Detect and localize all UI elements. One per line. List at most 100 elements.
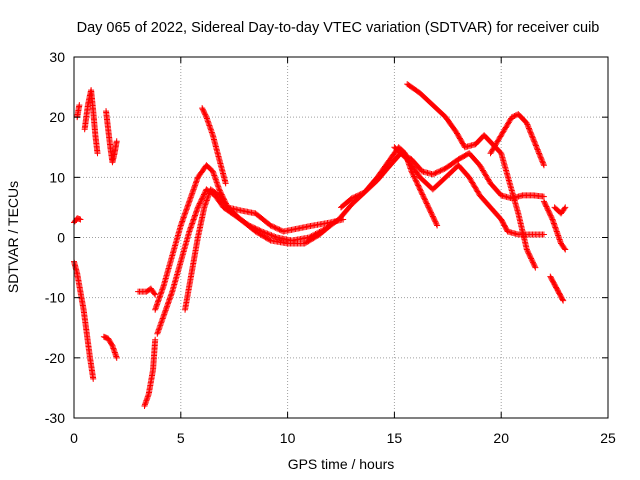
data-point [357,191,364,198]
data-point [528,132,535,139]
chart-title: Day 065 of 2022, Sidereal Day-to-day VTE… [77,20,600,36]
y-tick-label: -10 [45,290,65,306]
series-prn-b [71,215,84,226]
data-point [277,227,284,234]
data-point [256,227,263,234]
data-point [534,146,541,153]
data-point [422,197,429,204]
y-tick-label: 20 [49,109,65,125]
data-point [532,264,539,271]
data-point [525,249,532,256]
data-point [527,128,534,135]
data-point [540,160,547,167]
data-point [433,169,440,176]
data-point [352,193,359,200]
data-point [545,207,552,214]
data-point [416,185,423,192]
data-point [538,155,545,162]
data-point [529,133,536,140]
data-point [308,233,315,240]
series-prn-n [404,81,539,271]
data-point [429,212,436,219]
data-point [542,200,549,207]
data-point [524,122,531,129]
series-prn-h [141,336,159,409]
y-tick-label: 30 [49,49,65,65]
grid [74,57,608,418]
data-point [425,204,432,211]
data-point [437,167,444,174]
data-point [524,247,531,254]
data-point [543,203,550,210]
data-point [426,205,433,212]
data-point [561,245,568,252]
data-point [197,199,204,206]
series-prn-q [540,198,569,253]
data-point [199,195,206,202]
data-point [195,203,202,210]
data-point [535,149,542,156]
data-point [265,231,272,238]
data-point [560,297,567,304]
series-prn-c [81,87,101,157]
data-point [307,233,314,240]
data-point [222,180,229,187]
data-point [418,190,425,197]
data-point [421,196,428,203]
data-points [71,81,569,409]
data-point [545,208,552,215]
data-point [432,170,439,177]
data-point [529,258,536,265]
data-point [305,234,312,241]
data-point [272,224,279,231]
data-point [348,195,355,202]
data-point [436,168,443,175]
data-point [544,206,551,213]
data-point [424,201,431,208]
data-point [531,139,538,146]
data-point [525,125,532,132]
data-point [430,214,437,221]
data-point [548,215,555,222]
data-point [418,188,425,195]
data-point [358,190,365,197]
data-point [196,201,203,208]
data-point [541,199,548,206]
series-prn-f [100,333,120,361]
data-point [113,354,120,361]
data-point [524,121,531,128]
data-point [412,176,419,183]
data-point [309,232,316,239]
series-prn-m [338,150,547,211]
data-point [202,112,209,119]
data-point [319,227,326,234]
data-point [432,219,439,226]
data-point [531,138,538,145]
data-point [202,111,209,118]
data-point [542,202,549,209]
data-point [414,181,421,188]
data-point [349,194,356,201]
data-point [526,126,533,133]
x-tick-label: 10 [280,430,296,446]
data-point [151,290,158,297]
data-point [419,191,426,198]
data-point [415,183,422,190]
data-point [528,130,535,137]
data-point [459,140,466,147]
data-point [540,162,547,169]
data-point [113,138,120,145]
data-point [527,129,534,136]
data-point [428,209,435,216]
data-point [531,263,538,270]
data-point [201,110,208,117]
data-point [413,178,420,185]
data-point [417,187,424,194]
data-point [431,170,438,177]
data-point [420,192,427,199]
data-point [453,129,460,136]
data-point [426,206,433,213]
x-tick-label: 5 [177,430,185,446]
data-point [410,172,417,179]
